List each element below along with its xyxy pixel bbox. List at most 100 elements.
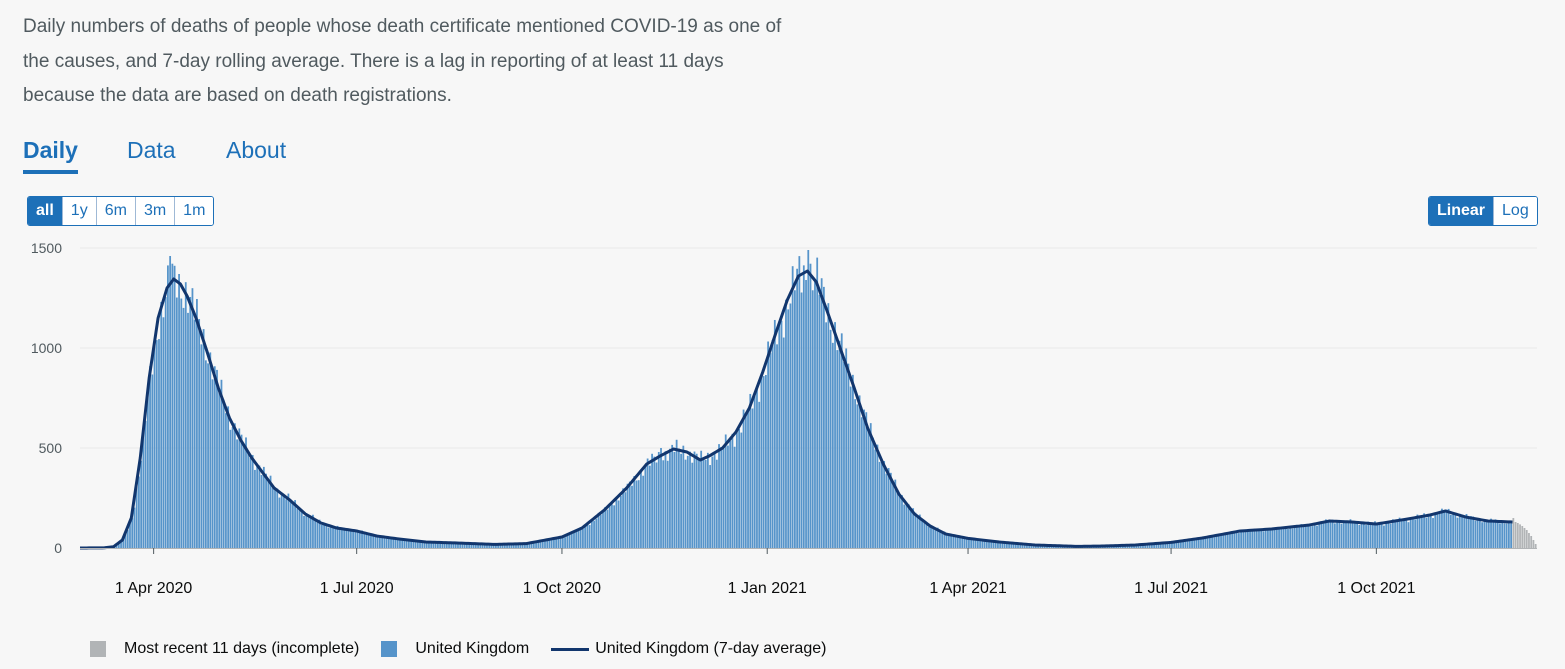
daily-bar xyxy=(1360,523,1363,548)
daily-bar xyxy=(488,543,491,548)
daily-bar xyxy=(249,458,252,548)
daily-bar xyxy=(965,537,968,548)
daily-bar xyxy=(756,387,758,548)
daily-bar xyxy=(805,280,807,548)
daily-bar xyxy=(1405,518,1408,548)
tab-daily[interactable]: Daily xyxy=(23,137,78,174)
range-6m-button[interactable]: 6m xyxy=(95,197,135,225)
daily-bar xyxy=(178,274,180,548)
daily-bar xyxy=(1162,542,1164,548)
daily-bar xyxy=(963,537,966,548)
daily-bar xyxy=(1434,512,1437,548)
daily-bar xyxy=(1443,512,1446,548)
daily-bar xyxy=(334,527,337,548)
daily-bar xyxy=(954,535,957,548)
daily-bar xyxy=(298,508,301,548)
scale-selector: Linear Log xyxy=(1428,196,1538,226)
daily-bar xyxy=(1146,544,1149,548)
daily-bar xyxy=(823,286,825,548)
daily-bar xyxy=(713,452,716,548)
daily-bar xyxy=(1380,522,1383,548)
daily-bar xyxy=(860,417,863,548)
daily-bar xyxy=(570,533,573,548)
daily-bar xyxy=(1195,539,1198,548)
daily-bar xyxy=(144,420,147,548)
daily-bar xyxy=(189,296,192,548)
daily-bar xyxy=(367,533,370,548)
daily-bar xyxy=(450,542,453,548)
daily-bar xyxy=(1026,544,1028,548)
daily-bar xyxy=(361,530,363,548)
daily-bar xyxy=(608,503,611,548)
daily-bar xyxy=(617,500,620,548)
daily-bar xyxy=(1425,517,1428,548)
daily-bar xyxy=(1023,544,1026,548)
range-1m-button[interactable]: 1m xyxy=(174,197,214,225)
daily-bar xyxy=(582,528,584,548)
daily-bar xyxy=(260,475,263,548)
daily-bar xyxy=(657,451,660,548)
daily-bar xyxy=(1412,518,1414,548)
daily-bar xyxy=(1155,543,1158,548)
daily-bar xyxy=(1429,515,1432,548)
daily-bar xyxy=(983,540,986,548)
daily-bar xyxy=(818,294,821,548)
daily-bar xyxy=(941,531,944,548)
daily-bar xyxy=(1416,514,1419,548)
daily-bar xyxy=(666,460,669,548)
daily-bar xyxy=(477,543,479,548)
daily-bar xyxy=(428,541,430,548)
daily-bar xyxy=(751,408,754,548)
linear-scale-button[interactable]: Linear xyxy=(1429,197,1494,225)
daily-bar xyxy=(1005,542,1008,548)
daily-bar xyxy=(338,528,341,548)
legend-item-average: United Kingdom (7-day average) xyxy=(551,640,826,658)
daily-bar xyxy=(278,497,281,548)
daily-bar xyxy=(1001,542,1004,548)
log-scale-button[interactable]: Log xyxy=(1493,197,1537,225)
tab-data[interactable]: Data xyxy=(127,137,176,163)
daily-bar xyxy=(269,475,272,548)
daily-bar xyxy=(515,544,517,548)
deaths-chart[interactable]: 0 500 1000 1500 1 Apr 2020 1 Jul 2020 1 Oct 2… xyxy=(0,230,1565,610)
daily-bar xyxy=(550,539,553,548)
time-range-selector: all 1y 6m 3m 1m xyxy=(27,196,215,226)
daily-bar xyxy=(1358,524,1361,548)
daily-bar xyxy=(816,257,819,548)
daily-bar xyxy=(336,525,339,548)
daily-bar xyxy=(1501,520,1504,548)
daily-bar xyxy=(762,376,765,548)
daily-bar xyxy=(1378,524,1381,548)
daily-bar xyxy=(814,281,816,548)
daily-bar xyxy=(619,495,622,548)
daily-bar xyxy=(742,409,745,548)
daily-bar xyxy=(512,543,515,548)
range-1y-button[interactable]: 1y xyxy=(61,197,96,225)
tab-about[interactable]: About xyxy=(226,137,287,163)
daily-bar xyxy=(1291,528,1294,548)
range-3m-button[interactable]: 3m xyxy=(134,197,175,225)
daily-bar xyxy=(840,333,843,548)
daily-bar xyxy=(1327,520,1330,548)
daily-bar xyxy=(943,531,946,548)
daily-bar xyxy=(1289,526,1292,548)
range-all-button[interactable]: all xyxy=(28,197,62,225)
daily-bar xyxy=(1258,529,1260,548)
daily-bar xyxy=(1403,519,1405,548)
daily-bar xyxy=(153,340,156,548)
daily-bar xyxy=(1017,543,1019,548)
daily-bar xyxy=(1298,526,1301,548)
daily-bar xyxy=(180,298,183,548)
daily-bar xyxy=(1311,526,1314,548)
daily-bar xyxy=(287,493,290,548)
daily-bar xyxy=(1186,539,1189,548)
daily-bar xyxy=(1182,540,1185,548)
daily-bar xyxy=(466,543,468,548)
daily-bar xyxy=(785,299,787,548)
daily-bar xyxy=(267,479,270,548)
daily-bar xyxy=(677,448,680,548)
y-axis-ticks: 0 500 1000 1500 xyxy=(31,240,62,556)
daily-bar xyxy=(1275,527,1278,548)
daily-bar xyxy=(461,543,464,548)
daily-bar xyxy=(802,265,805,548)
